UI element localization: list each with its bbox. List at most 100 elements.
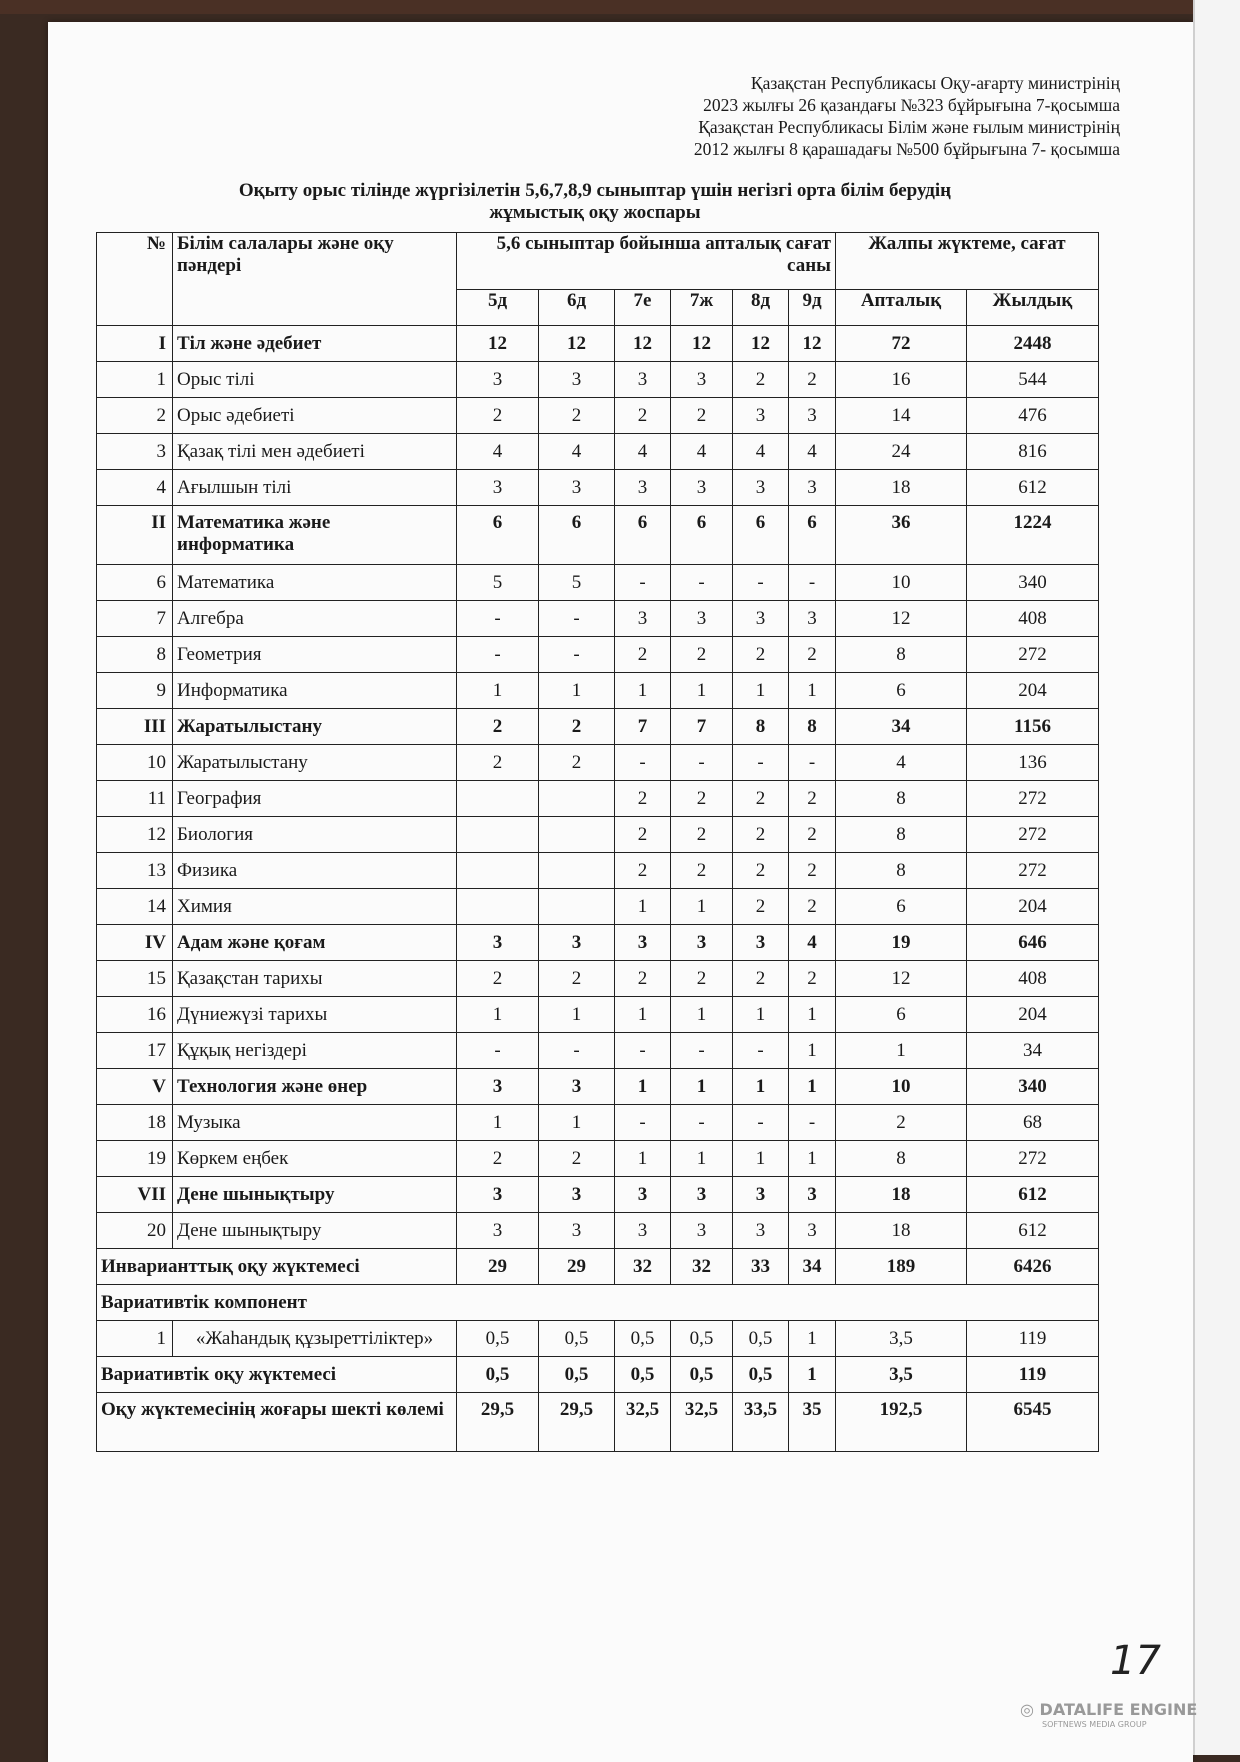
page-edge [1193,0,1240,1755]
yearly-total: 68 [966,1104,1099,1141]
hours-cell: - [538,600,615,637]
yearly-total: 816 [966,433,1099,470]
subject-row: 8 Геометрия - -2 2 2 2 8 272 [96,636,1099,673]
row-number: 12 [96,816,173,853]
row-number: 10 [96,744,173,781]
hours-cell: 2 [614,852,671,889]
yearly-total: 204 [966,888,1099,925]
header-subject: Білім салалары және оқу пәндері [172,232,457,326]
subject-name: Биология [172,816,457,853]
subject-name: Дене шынықтыру [172,1212,457,1249]
hours-cell: 2 [670,397,733,434]
weekly-total: 6 [835,996,967,1033]
row-number: V [96,1068,173,1105]
hours-cell: 1 [456,1104,539,1141]
subject-name: Физика [172,852,457,889]
subject-name: Құқық негіздері [172,1032,457,1069]
hours-cell [456,780,539,817]
subject-name: Химия [172,888,457,925]
hours-cell: 3 [670,361,733,398]
subject-row: 12 Биология 2 2 2 2 8 272 [96,816,1099,853]
hours-cell: 3 [788,469,836,506]
hours-cell: 29,5 [456,1392,539,1452]
hours-cell: 2 [732,888,789,925]
hours-cell: 3 [614,1176,671,1213]
yearly-total: 612 [966,1176,1099,1213]
row-number: 1 [96,1320,173,1357]
hours-cell: 1 [614,888,671,925]
hours-cell: 2 [788,361,836,398]
subject-row: 6 Математика 5 5- - - -10 340 [96,564,1099,601]
hours-cell: 2 [538,708,615,745]
yearly-total: 408 [966,960,1099,997]
subject-name: Музыка [172,1104,457,1141]
hours-cell: 3 [788,1212,836,1249]
yearly-total: 119 [966,1356,1099,1393]
page-number: 17 [1110,1638,1161,1684]
hours-cell: - [538,1032,615,1069]
weekly-total: 18 [835,1212,967,1249]
weekly-total: 3,5 [835,1356,967,1393]
invariant-load-row: Инварианттық оқу жүктемесі 29 29 32 32 33 34 18… [96,1248,1099,1285]
yearly-total: 136 [966,744,1099,781]
hours-cell: 1 [538,1104,615,1141]
hours-cell: 2 [788,780,836,817]
hours-cell: - [670,1104,733,1141]
hours-cell: 1 [788,1140,836,1177]
hours-cell: 3 [732,1176,789,1213]
hours-cell: 1 [788,672,836,709]
subject-row: 10 Жаратылыстану 2 2- - - -4 136 [96,744,1099,781]
hours-cell: 3 [614,924,671,961]
weekly-total: 18 [835,1176,967,1213]
header-class: 7ж [670,289,733,326]
row-number: 2 [96,397,173,434]
hours-cell [456,852,539,889]
hours-cell: - [670,744,733,781]
hours-cell: 3 [456,1176,539,1213]
weekly-total: 8 [835,816,967,853]
hours-cell: 3 [732,469,789,506]
hours-cell: 1 [456,996,539,1033]
subject-name: Математика және информатика [172,505,457,565]
hours-cell: 29 [538,1248,615,1285]
weekly-total: 14 [835,397,967,434]
header-class: 6д [538,289,615,326]
hours-cell: 2 [614,780,671,817]
hours-cell: 4 [614,433,671,470]
header-class: 8д [732,289,789,326]
hours-cell [538,888,615,925]
yearly-total: 340 [966,564,1099,601]
hours-cell: 32 [670,1248,733,1285]
hours-cell: 4 [732,433,789,470]
subject-row: 20 Дене шынықтыру 3 3 3 3 3 3 18 612 [96,1212,1099,1249]
weekly-total: 3,5 [835,1320,967,1357]
hours-cell: 2 [538,960,615,997]
subject-row: 1 «Жаһандық құзыреттіліктер» 0,5 0,5 0,5 0,5 0… [96,1320,1099,1357]
subject-name: Жаратылыстану [172,744,457,781]
hours-cell: 1 [732,1068,789,1105]
hours-cell: 2 [538,744,615,781]
hours-cell: 2 [732,361,789,398]
header-class: 5д [456,289,539,326]
subject-name: Математика [172,564,457,601]
hours-cell: 2 [614,397,671,434]
row-number: 16 [96,996,173,1033]
hours-cell: 4 [788,924,836,961]
weekly-total: 2 [835,1104,967,1141]
hours-cell: 4 [538,433,615,470]
section-row: V Технология және өнер 3 3 1 1 1 1 10 340 [96,1068,1099,1105]
document-title: Оқыту орыс тілінде жүргізілетін 5,6,7,8,… [120,180,1070,224]
hours-cell: 2 [670,816,733,853]
weekly-total: 8 [835,852,967,889]
yearly-total: 646 [966,924,1099,961]
weekly-total: 4 [835,744,967,781]
hours-cell: 3 [732,600,789,637]
hours-cell: 2 [732,816,789,853]
hours-cell: 6 [456,505,539,565]
hours-cell: 1 [614,1140,671,1177]
subject-name: Ағылшын тілі [172,469,457,506]
subject-row: 18 Музыка 1 1- - - -2 68 [96,1104,1099,1141]
row-number: 4 [96,469,173,506]
weekly-total: 10 [835,564,967,601]
hours-cell: - [732,1032,789,1069]
